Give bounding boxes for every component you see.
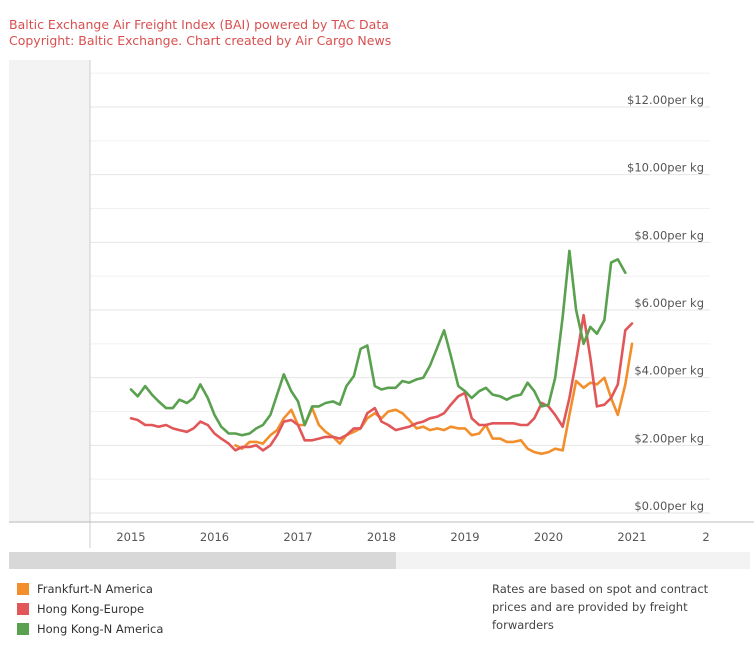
legend-label: Hong Kong-N America bbox=[37, 621, 164, 636]
x-tick-label: 2017 bbox=[283, 530, 312, 544]
series-lines bbox=[129, 249, 634, 456]
legend-item[interactable]: Hong Kong-N America bbox=[17, 619, 163, 638]
chart-title: Baltic Exchange Air Freight Index (BAI) … bbox=[9, 17, 389, 32]
y-tick-label: $8.00per kg bbox=[634, 228, 704, 242]
chart-subtitle: Copyright: Baltic Exchange. Chart create… bbox=[9, 33, 392, 48]
x-tick-label: 2 bbox=[702, 530, 709, 544]
y-tick-label: $2.00per kg bbox=[634, 431, 704, 445]
x-tick-label: 2020 bbox=[534, 530, 563, 544]
x-tick-label: 2016 bbox=[200, 530, 229, 544]
x-axis-ticks: 2015 2016 2017 2018 2019 2020 2021 2 bbox=[116, 530, 709, 544]
y-tick-label: $6.00per kg bbox=[634, 296, 704, 310]
grid-lines bbox=[90, 72, 710, 514]
legend-swatch-icon bbox=[17, 582, 29, 595]
data-source-note: Rates are based on spot and contract pri… bbox=[492, 582, 709, 632]
series-line-hong-kong-europe[interactable] bbox=[129, 313, 634, 452]
x-tick-label: 2019 bbox=[450, 530, 479, 544]
y-tick-label: $4.00per kg bbox=[634, 364, 704, 378]
y-tick-label: $0.00per kg bbox=[634, 499, 704, 513]
legend-label: Frankfurt-N America bbox=[37, 581, 153, 596]
x-tick-label: 2021 bbox=[617, 530, 646, 544]
x-tick-label: 2015 bbox=[116, 530, 145, 544]
y-axis-ticks: $0.00per kg $2.00per kg $4.00per kg $6.00pe… bbox=[627, 93, 704, 513]
line-chart[interactable]: $0.00per kg $2.00per kg $4.00per kg $6.00pe… bbox=[0, 0, 754, 548]
legend-item[interactable]: Frankfurt-N America bbox=[17, 579, 163, 598]
horizontal-scrollbar[interactable] bbox=[9, 552, 750, 569]
legend-swatch-icon bbox=[17, 602, 29, 615]
legend-swatch-icon bbox=[17, 622, 29, 635]
series-line-hong-kong-n-america[interactable] bbox=[129, 249, 627, 437]
legend-label: Hong Kong-Europe bbox=[37, 601, 145, 616]
series-line-frankfurt-n-america[interactable] bbox=[234, 342, 634, 456]
y-tick-label: $12.00per kg bbox=[627, 93, 704, 107]
y-tick-label: $10.00per kg bbox=[627, 161, 704, 175]
x-tick-label: 2018 bbox=[367, 530, 396, 544]
legend: Frankfurt-N America Hong Kong-Europe Hon… bbox=[17, 579, 163, 639]
legend-item[interactable]: Hong Kong-Europe bbox=[17, 599, 163, 618]
chart-title-block: Baltic Exchange Air Freight Index (BAI) … bbox=[9, 17, 391, 49]
chart-left-band bbox=[9, 60, 90, 523]
scrollbar-thumb[interactable] bbox=[9, 552, 396, 569]
